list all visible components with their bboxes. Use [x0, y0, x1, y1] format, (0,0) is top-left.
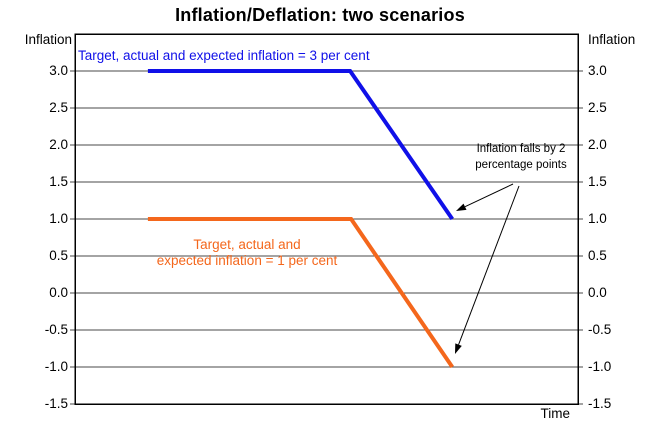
annotation-line2: percentage points	[475, 158, 567, 171]
y-tick-label-right-3.0: 3.0	[588, 63, 607, 78]
annotation-arrowhead-1	[455, 343, 462, 354]
annotation-arrowhead-0	[456, 203, 467, 211]
series-label-1-percent: Target, actual and expected inflation = …	[97, 237, 397, 269]
y-tick-label-right-1.5: 1.5	[588, 174, 607, 189]
series-label-1-percent-line1: Target, actual and	[193, 237, 301, 252]
y-tick-label-right-2.0: 2.0	[588, 137, 607, 152]
series-line-0	[147, 69, 454, 221]
series-line-1	[147, 217, 454, 369]
y-tick-label-right--1.5: -1.5	[588, 396, 612, 411]
plot-border	[74, 33, 579, 405]
y-tick-label-left-1.5: 1.5	[49, 174, 68, 189]
annotation-arrow-0	[464, 183, 514, 208]
y-tick-label-left--1.5: -1.5	[44, 396, 68, 411]
y-tick-label-left-1.0: 1.0	[49, 211, 68, 226]
y-tick-label-right--0.5: -0.5	[588, 322, 612, 337]
y-axis-title-left: Inflation	[24, 32, 72, 47]
y-tick-label-left--1.0: -1.0	[44, 359, 68, 374]
y-tick-label-left-2.0: 2.0	[49, 137, 68, 152]
annotation-inflation-falls: Inflation falls by 2 percentage points	[446, 142, 596, 173]
chart-title: Inflation/Deflation: two scenarios	[175, 5, 465, 25]
annotation-arrow-1	[458, 185, 520, 345]
annotation-line1: Inflation falls by 2	[476, 143, 566, 155]
y-tick-label-left-0.5: 0.5	[49, 248, 68, 263]
y-tick-label-left-2.5: 2.5	[49, 100, 68, 115]
y-tick-label-left--0.5: -0.5	[44, 322, 68, 337]
y-tick-label-left-0.0: 0.0	[49, 285, 68, 300]
y-tick-label-right-0.5: 0.5	[588, 248, 607, 263]
series-label-1-percent-line2: expected inflation = 1 per cent	[156, 253, 338, 268]
y-tick-label-right-2.5: 2.5	[588, 100, 607, 115]
y-tick-label-right-0.0: 0.0	[588, 285, 607, 300]
y-tick-label-left-3.0: 3.0	[49, 63, 68, 78]
y-tick-label-right-1.0: 1.0	[588, 211, 607, 226]
x-axis-title: Time	[540, 406, 571, 421]
series-label-3-percent: Target, actual and expected inflation = …	[78, 48, 370, 63]
y-tick-label-right--1.0: -1.0	[588, 359, 612, 374]
y-axis-title-right: Inflation	[588, 32, 636, 47]
